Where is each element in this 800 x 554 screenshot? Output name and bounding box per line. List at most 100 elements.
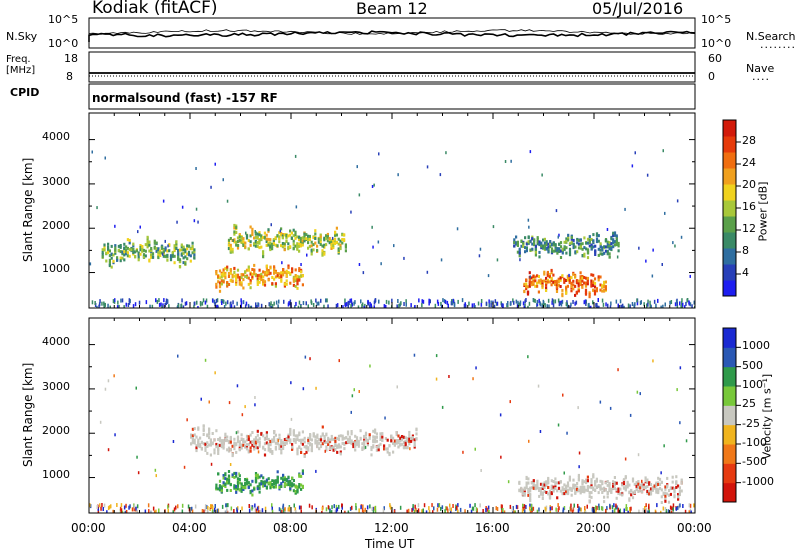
heat-cell <box>141 245 144 248</box>
heat-cell <box>110 244 113 248</box>
heat-cell <box>256 485 259 489</box>
heat-cell <box>292 489 295 493</box>
heat-cell <box>543 509 545 513</box>
heat-cell <box>601 482 604 486</box>
heat-cell <box>269 481 272 485</box>
heat-cell <box>273 271 276 275</box>
heat-cell <box>261 508 264 513</box>
heat-cell <box>339 434 342 438</box>
heat-cell <box>530 486 534 490</box>
heat-cell <box>182 251 185 255</box>
heat-cell <box>533 238 536 242</box>
heat-cell <box>658 482 662 486</box>
heat-cell <box>538 243 541 247</box>
heat-cell <box>245 443 249 447</box>
heat-cell <box>352 445 355 449</box>
heat-cell <box>310 445 313 449</box>
heat-cell <box>479 503 481 508</box>
heat-cell <box>597 491 600 495</box>
heat-cell <box>254 244 257 248</box>
heat-cell <box>603 489 606 493</box>
heat-cell <box>300 474 303 478</box>
heat-cell <box>556 481 559 485</box>
heat-cell <box>586 489 589 492</box>
heat-cell <box>554 487 557 491</box>
heat-cell <box>529 492 532 496</box>
heat-cell <box>563 487 566 491</box>
heat-cell <box>331 505 333 510</box>
heat-cell <box>253 272 256 276</box>
heat-cell <box>300 305 302 308</box>
heat-cell <box>256 476 259 480</box>
heat-cell <box>449 503 451 508</box>
heat-cell <box>160 302 162 307</box>
heat-cell <box>249 225 252 229</box>
heat-cell <box>612 234 615 238</box>
heat-cell <box>267 228 270 232</box>
heat-cell <box>485 508 487 512</box>
velocity-panel-frame <box>88 317 696 514</box>
heat-cell <box>128 254 131 258</box>
heat-cell <box>110 256 113 260</box>
heat-cell <box>401 442 404 446</box>
heat-cell <box>532 279 535 283</box>
heat-cell <box>397 441 400 445</box>
heat-cell <box>258 239 261 242</box>
heat-cell <box>257 450 260 454</box>
heat-cell <box>475 366 477 370</box>
heat-cell <box>577 475 580 479</box>
heat-cell <box>245 438 249 442</box>
heat-cell <box>247 485 250 489</box>
heat-cell <box>552 480 555 483</box>
heat-cell <box>529 248 532 252</box>
heat-cell <box>271 438 274 442</box>
heat-cell <box>550 479 553 483</box>
heat-cell <box>218 436 222 440</box>
heat-cell <box>570 289 573 293</box>
heat-cell <box>314 237 317 240</box>
heat-cell <box>595 232 599 236</box>
heat-cell <box>197 306 199 308</box>
heat-cell <box>218 484 222 488</box>
heat-cell <box>123 505 126 510</box>
heat-cell <box>588 292 591 296</box>
heat-cell <box>291 267 294 271</box>
heat-cell <box>385 299 388 304</box>
heat-cell <box>443 299 446 304</box>
colorbar-tick-label: 28 <box>742 134 756 147</box>
heat-cell <box>233 475 236 479</box>
heat-cell <box>168 243 171 247</box>
heat-cell <box>570 236 573 239</box>
heat-cell <box>529 150 532 154</box>
heat-cell <box>235 279 238 283</box>
heat-cell <box>136 509 139 513</box>
heat-cell <box>242 244 245 247</box>
heat-cell <box>107 448 110 452</box>
heat-cell <box>336 444 339 448</box>
heat-cell <box>639 483 642 487</box>
heat-cell <box>224 432 227 436</box>
heat-cell <box>273 265 276 269</box>
heat-cell <box>283 282 286 286</box>
heat-cell <box>147 503 150 508</box>
heat-cell <box>525 242 528 246</box>
heat-cell <box>656 503 658 508</box>
heat-cell <box>233 238 236 242</box>
heat-cell <box>613 233 617 237</box>
heat-cell <box>300 451 303 454</box>
heat-cell <box>305 450 308 454</box>
heat-cell <box>224 482 227 486</box>
heat-cell <box>599 486 602 490</box>
heat-cell <box>532 479 535 483</box>
heat-cell <box>339 243 342 247</box>
heat-cell <box>537 280 540 284</box>
heat-cell <box>536 274 539 278</box>
heat-cell <box>191 427 194 431</box>
heat-cell <box>263 448 267 452</box>
heat-cell <box>513 510 515 513</box>
heat-cell <box>216 298 219 303</box>
heat-cell <box>636 390 639 394</box>
heat-cell <box>330 510 333 513</box>
heat-cell <box>516 250 519 254</box>
heat-cell <box>586 485 589 488</box>
